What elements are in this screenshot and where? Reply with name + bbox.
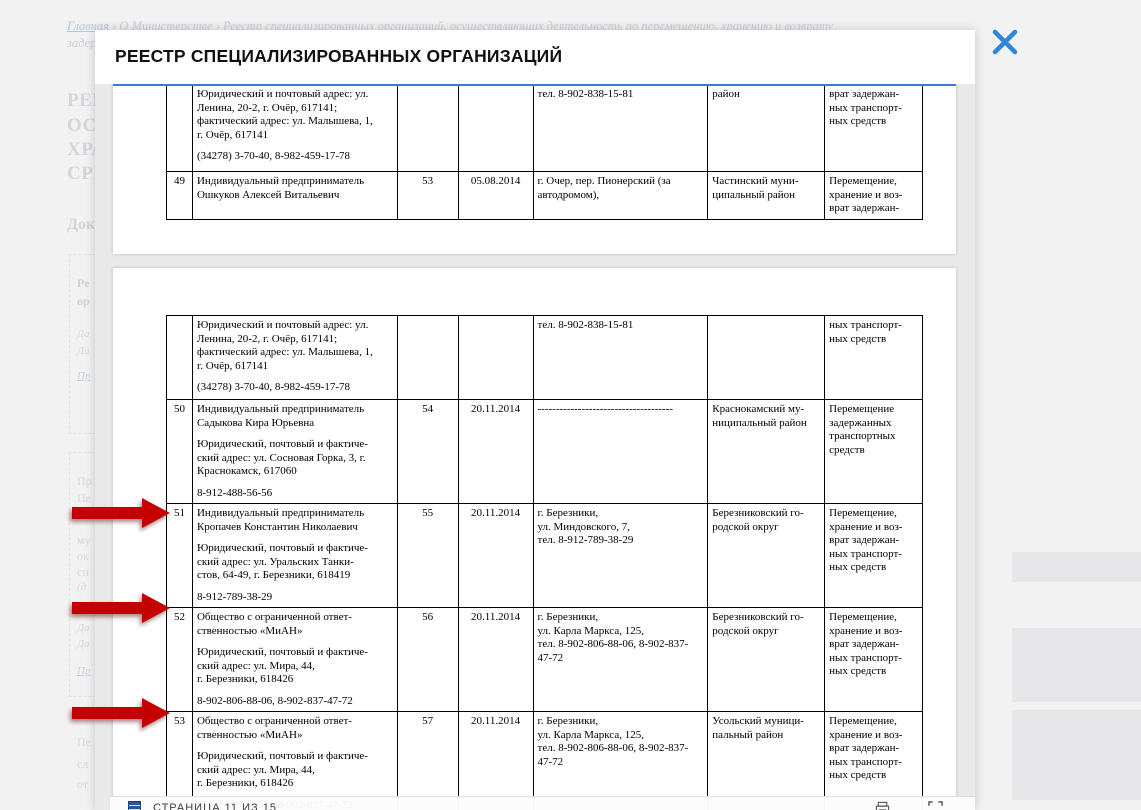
table-row: 49 Индивидуальный предприниматель Ошкуков … <box>167 172 923 220</box>
red-arrow-row-53 <box>72 698 170 728</box>
cell-activity: Перемещение, хранение и воз-врат задержан… <box>825 608 923 711</box>
cell-location: г. Очер, пер. Пионерский (за автодромом), <box>534 172 709 219</box>
cell-organization: Юридический и почтовый адрес: ул. Ленина,… <box>193 85 398 171</box>
cell-number: 50 <box>167 400 193 503</box>
document-viewer[interactable]: Юридический и почтовый адрес: ул. Ленина,… <box>95 84 975 810</box>
cell-registry-number <box>398 316 459 399</box>
cell-date: 20.11.2014 <box>459 504 534 607</box>
cell-district: Березниковский го-родской округ <box>708 608 826 711</box>
cell-district: Краснокамский му-ниципальный район <box>708 400 826 503</box>
cell-organization: Юридический и почтовый адрес: ул. Ленина,… <box>193 316 398 399</box>
cell-registry-number: 55 <box>398 504 459 607</box>
cell-organization: Общество с ограниченной ответ-ственность… <box>193 608 398 711</box>
close-icon[interactable] <box>990 27 1020 57</box>
fullscreen-icon[interactable] <box>928 801 943 810</box>
cell-number: 53 <box>167 712 193 810</box>
cell-location: тел. 8-902-838-15-81 <box>534 316 709 399</box>
bg-text-fragment: сл <box>77 757 89 771</box>
registry-table-page10: Юридический и почтовый адрес: ул. Ленина,… <box>166 84 923 220</box>
cell-organization: Индивидуальный предприниматель Кропачев К… <box>193 504 398 607</box>
registry-table-page11: Юридический и почтовый адрес: ул. Ленина,… <box>166 315 923 810</box>
cell-number: 51 <box>167 504 193 607</box>
bg-text-fragment: Да <box>77 345 90 357</box>
red-arrow-row-51 <box>72 498 170 528</box>
bg-link-fragment[interactable]: Пр <box>77 665 91 677</box>
document-icon <box>128 801 141 810</box>
cell-date: 20.11.2014 <box>459 400 534 503</box>
cell-activity: Перемещение задержанных транспортных средст… <box>825 400 923 503</box>
red-arrow-row-52 <box>72 593 170 623</box>
cell-organization: Индивидуальный предприниматель Ошкуков Ал… <box>193 172 398 219</box>
modal-header: РЕЕСТР СПЕЦИАЛИЗИРОВАННЫХ ОРГАНИЗАЦИЙ <box>95 30 975 84</box>
bg-text-fragment: (д <box>77 581 87 593</box>
bg-text-fragment: Да <box>77 622 90 634</box>
cell-district: район <box>708 85 826 171</box>
cell-date: 20.11.2014 <box>459 608 534 711</box>
cell-district: Частинский муни-ципальный район <box>708 172 826 219</box>
cell-registry-number <box>398 85 459 171</box>
cell-date <box>459 85 534 171</box>
cell-location: г. Березники, ул. Миндовского, 7, тел. 8-9… <box>534 504 709 607</box>
bg-text-fragment: от <box>77 777 89 791</box>
bg-text-fragment: сп <box>77 565 89 579</box>
breadcrumb-home-link[interactable]: Главная <box>67 19 109 33</box>
cell-date <box>459 316 534 399</box>
bg-text-fragment: Ре <box>77 276 90 290</box>
cell-district <box>708 316 826 399</box>
bg-text-fragment: му <box>77 533 91 547</box>
page-indicator: СТРАНИЦА 11 ИЗ 15 <box>153 802 277 810</box>
cell-number: 49 <box>167 172 193 219</box>
cell-activity: Перемещение, хранение и воз-врат задержан… <box>825 172 923 219</box>
bg-text-fragment: ор <box>77 294 90 308</box>
bg-link-fragment[interactable]: Пр <box>77 370 91 382</box>
cell-location: г. Березники, ул. Карла Маркса, 125, тел. … <box>534 712 709 810</box>
cell-number <box>167 85 193 171</box>
cell-district: Березниковский го-родской округ <box>708 504 826 607</box>
breadcrumb: Главная › О Министерстве › Реестр специа… <box>67 19 833 34</box>
cell-location: г. Березники, ул. Карла Маркса, 125, тел. … <box>534 608 709 711</box>
cell-registry-number: 57 <box>398 712 459 810</box>
bg-text-fragment: ок <box>77 549 89 563</box>
bg-side-block <box>1012 628 1141 702</box>
cell-date: 05.08.2014 <box>459 172 534 219</box>
table-row: 51 Индивидуальный предприниматель Кропачев… <box>167 504 923 608</box>
cell-activity: Перемещение, хранение и воз-врат задержан… <box>825 712 923 810</box>
table-row: Юридический и почтовый адрес: ул. Ленина,… <box>167 85 923 172</box>
bg-text-fragment: Да <box>77 638 90 650</box>
cell-activity: ных транспорт-ных средств <box>825 316 923 399</box>
cell-district: Усольский муници-пальный район <box>708 712 826 810</box>
table-row: 50 Индивидуальный предприниматель Садыкова… <box>167 400 923 504</box>
bg-text-fragment: Да <box>77 328 90 340</box>
viewer-status-bar: СТРАНИЦА 11 ИЗ 15 <box>110 796 975 810</box>
cell-location: тел. 8-902-838-15-81 <box>534 85 709 171</box>
document-page-10: Юридический и почтовый адрес: ул. Ленина,… <box>113 84 956 254</box>
bg-text-fragment: Пр <box>77 474 92 488</box>
bg-text-fragment: Пе <box>77 491 91 505</box>
bg-subheading-fragment: Док <box>67 216 96 233</box>
breadcrumb-trail: › О Министерстве › Реестр специализирова… <box>109 19 833 33</box>
cell-activity: врат задержан-ных транспорт-ных средств <box>825 85 923 171</box>
bg-side-block <box>1012 710 1141 800</box>
table-row: 52 Общество с ограниченной ответ-ственнос… <box>167 608 923 712</box>
cell-location: ------------------------------------- <box>534 400 709 503</box>
cell-date: 20.11.2014 <box>459 712 534 810</box>
cell-number: 52 <box>167 608 193 711</box>
page-top-edge-line <box>113 84 956 86</box>
cell-number <box>167 316 193 399</box>
cell-registry-number: 56 <box>398 608 459 711</box>
cell-organization: Индивидуальный предприниматель Садыкова К… <box>193 400 398 503</box>
page-title: РЕЕСТР СПЕЦИАЛИЗИРОВАННЫХ ОРГАНИЗАЦИЙ <box>115 46 563 66</box>
document-page-11: Юридический и почтовый адрес: ул. Ленина,… <box>113 268 956 810</box>
print-icon[interactable] <box>875 801 890 810</box>
registry-modal: РЕЕСТР СПЕЦИАЛИЗИРОВАННЫХ ОРГАНИЗАЦИЙ Юр… <box>95 30 975 810</box>
bg-side-block <box>1012 552 1141 582</box>
cell-registry-number: 53 <box>398 172 459 219</box>
table-row: Юридический и почтовый адрес: ул. Ленина,… <box>167 316 923 400</box>
cell-activity: Перемещение, хранение и воз-врат задержан… <box>825 504 923 607</box>
bg-text-fragment: Пе <box>77 735 91 749</box>
cell-registry-number: 54 <box>398 400 459 503</box>
